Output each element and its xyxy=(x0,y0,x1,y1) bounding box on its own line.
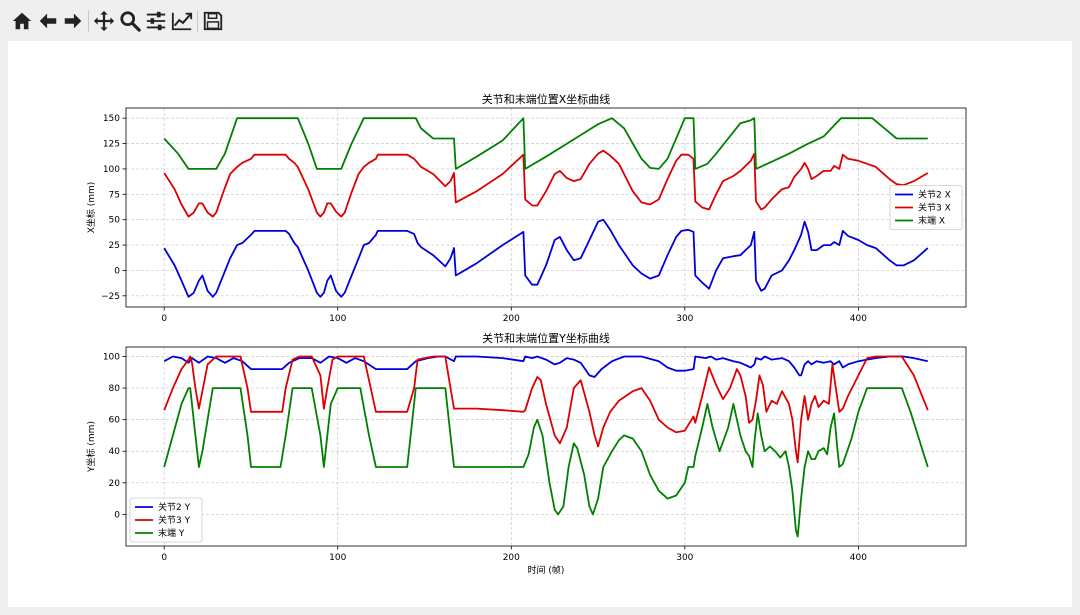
x-tick-label: 100 xyxy=(329,553,346,563)
home-button[interactable] xyxy=(10,9,34,33)
y-axis-label: X坐标 (mm) xyxy=(85,182,97,234)
y-tick-label: 100 xyxy=(103,165,120,175)
configure-subplots-button[interactable] xyxy=(144,9,168,33)
y-tick-label: 60 xyxy=(109,416,121,426)
y-tick-label: 0 xyxy=(114,510,120,520)
arrow-left-icon xyxy=(39,13,57,29)
legend-label: 关节3 X xyxy=(918,202,951,214)
chart-2: 0 100 200 300 400 0 20 40 60 80 100 关节和末端位置Y坐标曲线 Y坐标… xyxy=(85,331,967,576)
chart-title: 关节和末端位置X坐标曲线 xyxy=(482,92,611,106)
search-icon xyxy=(120,11,141,32)
x-axis-label: 时间 (帧) xyxy=(528,564,565,576)
legend-label: 末端 X xyxy=(918,215,945,227)
legend-label: 末端 Y xyxy=(158,527,185,539)
y-tick-label: −25 xyxy=(101,292,120,302)
legend-label: 关节2 Y xyxy=(158,501,191,513)
plot-frame xyxy=(125,107,967,308)
figure-canvas[interactable]: 0 100 200 300 400 −25 0 25 50 75 100 125 150 关节和末端位置X… xyxy=(8,41,1072,607)
legend-box xyxy=(889,185,963,230)
x-tick-label: 300 xyxy=(676,553,693,563)
y-tick-label: 25 xyxy=(109,241,120,251)
x-tick-label: 400 xyxy=(850,314,867,324)
legend-box xyxy=(129,497,203,543)
pan-button[interactable] xyxy=(92,9,116,33)
chart-title: 关节和末端位置Y坐标曲线 xyxy=(482,331,610,345)
series-line-2 xyxy=(163,149,929,218)
back-button[interactable] xyxy=(36,9,60,33)
move-icon xyxy=(93,10,115,32)
x-tick-label: 0 xyxy=(161,314,167,324)
series-line-1 xyxy=(163,355,928,378)
y-axis-label: Y坐标 (mm) xyxy=(85,421,97,473)
y-tick-label: 20 xyxy=(109,479,121,489)
edit-axis-button[interactable] xyxy=(170,9,194,33)
series-line-2 xyxy=(163,355,929,464)
legend-label: 关节2 X xyxy=(918,189,951,201)
series-line-3 xyxy=(163,117,928,170)
x-tick-label: 300 xyxy=(676,314,693,324)
y-tick-label: 0 xyxy=(114,266,120,276)
forward-button[interactable] xyxy=(61,9,85,33)
chart-1: 0 100 200 300 400 −25 0 25 50 75 100 125 150 关节和末端位置X… xyxy=(85,92,967,324)
y-tick-label: 100 xyxy=(103,352,120,362)
zoom-button[interactable] xyxy=(118,9,142,33)
sliders-icon xyxy=(146,11,166,31)
plot-frame xyxy=(125,346,967,547)
legend-label: 关节3 Y xyxy=(158,514,191,526)
toolbar xyxy=(0,0,1080,40)
toolbar-separator xyxy=(88,10,89,32)
series-line-3 xyxy=(163,387,929,538)
x-tick-label: 0 xyxy=(161,553,167,563)
x-tick-label: 100 xyxy=(329,314,346,324)
series-line-1 xyxy=(163,218,929,298)
y-tick-label: 75 xyxy=(109,190,120,200)
figure-svg: 0 100 200 300 400−250255075100125150关节和末端位置X… xyxy=(85,92,967,576)
arrow-right-icon xyxy=(64,13,82,29)
x-tick-label: 200 xyxy=(503,314,520,324)
x-tick-label: 400 xyxy=(850,553,867,563)
y-tick-label: 40 xyxy=(109,447,121,457)
home-icon xyxy=(12,12,32,30)
x-tick-label: 200 xyxy=(503,553,520,563)
y-tick-label: 50 xyxy=(109,216,121,226)
toolbar-separator xyxy=(197,10,198,32)
y-tick-label: 150 xyxy=(103,114,120,124)
y-tick-label: 80 xyxy=(109,384,121,394)
line-chart-icon xyxy=(171,12,193,31)
floppy-disk-icon xyxy=(203,11,223,31)
y-tick-label: 125 xyxy=(103,140,120,150)
save-button[interactable] xyxy=(201,9,225,33)
